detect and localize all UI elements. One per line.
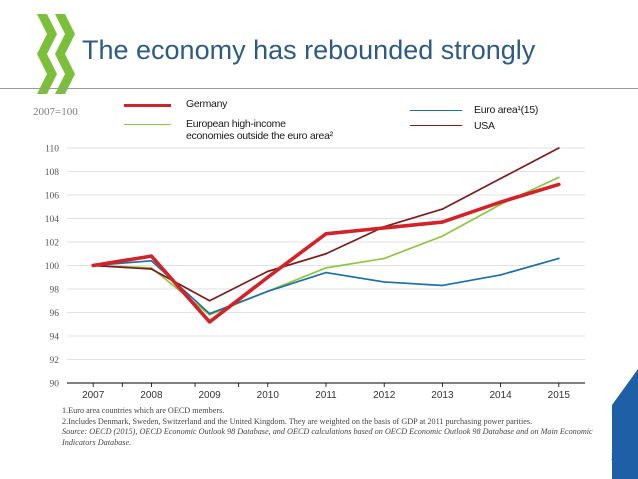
data-point: [558, 257, 560, 260]
data-point: [557, 182, 561, 187]
y-tick-label: 104: [45, 215, 60, 225]
data-point: [150, 260, 153, 262]
corner-decoration: [612, 369, 638, 479]
data-point: [382, 226, 386, 230]
slide-title: The economy has rebounded strongly: [82, 35, 536, 65]
legend-label-euro: Euro area¹(15): [474, 104, 539, 116]
data-point: [208, 299, 211, 302]
data-point: [558, 176, 560, 179]
y-tick-label: 92: [50, 356, 60, 366]
y-tick-label: 90: [50, 380, 60, 390]
x-tick-label: 2013: [431, 390, 454, 401]
data-point: [325, 267, 327, 269]
y-tick-label: 106: [45, 192, 60, 202]
data-point: [266, 270, 269, 273]
y-tick-label: 110: [45, 145, 59, 155]
x-tick-label: 2009: [198, 390, 221, 401]
data-point: [266, 275, 270, 279]
legend-swatch-euro: [410, 110, 462, 111]
data-point: [499, 274, 502, 276]
legend-swatch-usa: [410, 125, 462, 126]
data-point: [208, 314, 211, 316]
x-tick-label: 2012: [373, 390, 396, 401]
y-tick-label: 98: [50, 286, 60, 296]
data-point: [441, 284, 444, 287]
legend-label-european-1: European high-income: [186, 118, 286, 130]
data-point: [383, 257, 386, 260]
oecd-logo-icon: [37, 14, 75, 94]
title-rule: [0, 88, 638, 89]
legend-label-germany: Germany: [186, 98, 228, 110]
legend-label-european-2: economies outside the euro area²: [186, 130, 333, 142]
data-point: [558, 147, 560, 149]
y-tick-label: 108: [45, 168, 60, 178]
data-point: [208, 312, 211, 315]
data-point: [325, 252, 327, 255]
data-point: [207, 320, 212, 324]
data-point: [441, 235, 444, 237]
data-point: [441, 208, 444, 210]
y-tick-label: 94: [50, 333, 60, 343]
x-tick-label: 2014: [489, 390, 512, 401]
data-point: [91, 263, 95, 268]
data-point: [440, 220, 445, 224]
data-point: [150, 268, 153, 270]
x-tick-label: 2011: [315, 390, 337, 401]
data-point: [499, 177, 502, 180]
data-point: [324, 232, 328, 236]
legend-label-usa: USA: [474, 120, 495, 132]
footnotes: 1.Euro area countries which are OECD mem…: [62, 406, 602, 448]
data-point: [149, 254, 153, 258]
footnote-2: 2.Includes Denmark, Sweden, Switzerland …: [62, 416, 533, 426]
footnote-1: 1.Euro area countries which are OECD mem…: [62, 406, 225, 415]
base-label: 2007=100: [33, 106, 78, 118]
series-line-0: [92, 176, 560, 316]
y-tick-label: 96: [50, 309, 60, 319]
legend-swatch-germany: [124, 104, 171, 107]
data-point: [383, 281, 386, 283]
x-tick-label: 2008: [140, 390, 163, 401]
data-point: [499, 200, 503, 204]
x-tick-label: 2015: [548, 390, 571, 401]
y-tick-label: 100: [45, 262, 60, 272]
x-tick-label: 2007: [82, 390, 105, 401]
footnote-source: Source: OECD (2015), OECD Economic Outlo…: [62, 427, 593, 447]
x-tick-label: 2010: [257, 390, 280, 401]
data-point: [266, 290, 269, 293]
y-tick-label: 102: [45, 239, 60, 249]
data-point: [325, 271, 327, 274]
legend-swatch-european: [124, 124, 171, 125]
